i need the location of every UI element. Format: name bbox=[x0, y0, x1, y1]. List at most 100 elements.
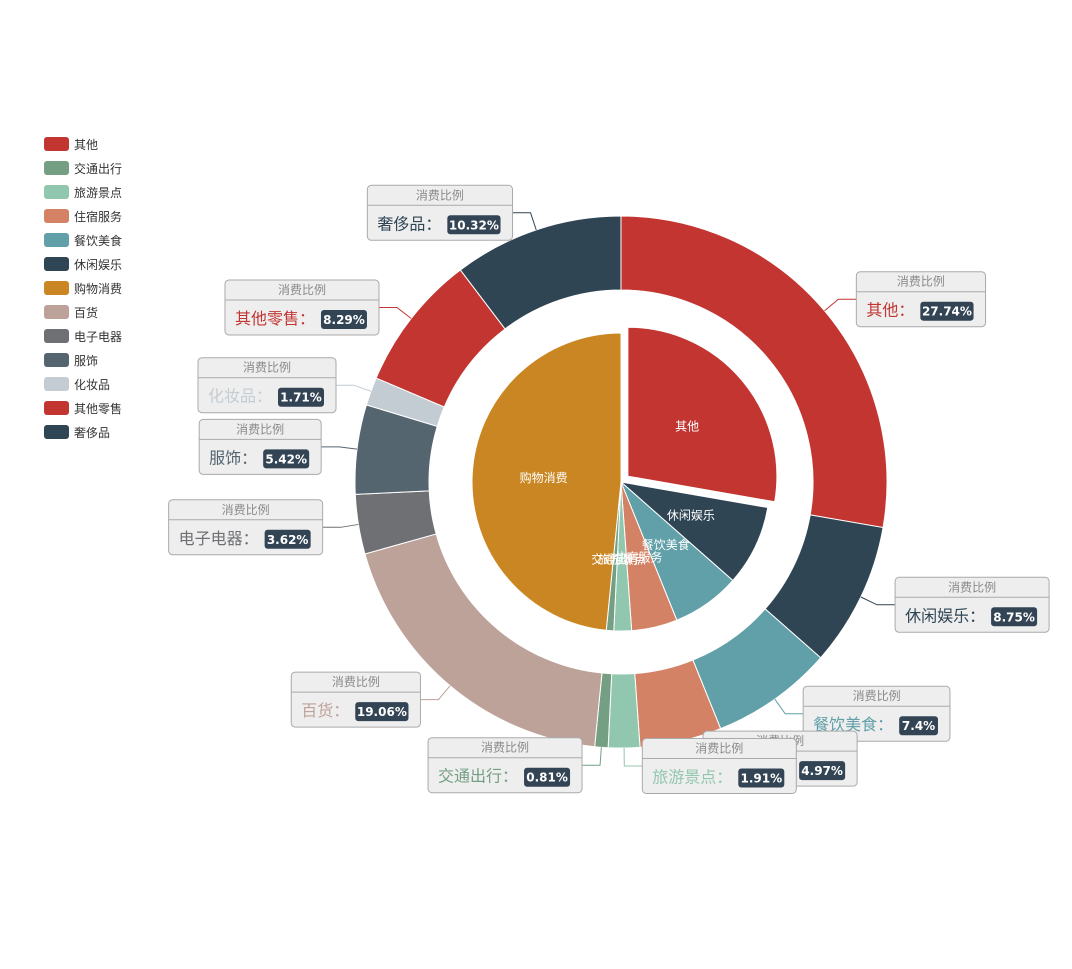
label-leader-line bbox=[336, 384, 372, 392]
label-leader-line bbox=[420, 685, 451, 701]
legend-swatch bbox=[44, 329, 69, 343]
outer-ring bbox=[354, 215, 888, 749]
legend-swatch bbox=[44, 137, 69, 151]
outer-slice[interactable] bbox=[459, 215, 622, 330]
legend-item[interactable]: 休闲娱乐 bbox=[44, 252, 122, 276]
inner-slice-label: 其他 bbox=[675, 419, 699, 433]
value-badge bbox=[264, 529, 311, 549]
legend-swatch bbox=[44, 257, 69, 271]
value-badge bbox=[920, 301, 974, 321]
value-badge bbox=[278, 387, 325, 407]
legend-label: 服饰 bbox=[74, 353, 99, 368]
label-leader-line bbox=[824, 298, 857, 312]
slice-value-label: 3.62% bbox=[267, 533, 309, 547]
legend-item[interactable]: 电子电器 bbox=[44, 324, 122, 348]
label-leader-line bbox=[582, 747, 602, 766]
legend-item[interactable]: 百货 bbox=[44, 300, 122, 324]
legend-item[interactable]: 化妆品 bbox=[44, 372, 122, 396]
legend-label: 其他零售 bbox=[74, 401, 123, 416]
slice-value-label: 4.97% bbox=[801, 764, 843, 778]
legend-swatch bbox=[44, 425, 69, 439]
label-box-title: 消费比例 bbox=[236, 422, 284, 436]
legend-label: 百货 bbox=[74, 305, 99, 320]
legend-swatch bbox=[44, 281, 69, 295]
legend-item[interactable]: 住宿服务 bbox=[44, 204, 122, 228]
slice-name-label: 休闲娱乐： bbox=[905, 606, 985, 625]
value-badge bbox=[320, 309, 367, 329]
slice-value-label: 8.75% bbox=[993, 610, 1035, 624]
value-badge bbox=[524, 767, 571, 787]
label-box-title: 消费比例 bbox=[416, 188, 464, 202]
legend-swatch bbox=[44, 377, 69, 391]
legend-item[interactable]: 餐饮美食 bbox=[44, 228, 122, 252]
value-badge bbox=[738, 768, 785, 788]
legend-swatch bbox=[44, 185, 69, 199]
slice-value-label: 27.74% bbox=[922, 305, 972, 319]
label-leader-line bbox=[512, 212, 537, 231]
slice-value-label: 7.4% bbox=[902, 719, 935, 733]
legend-label: 住宿服务 bbox=[74, 209, 123, 224]
label-box-title: 消费比例 bbox=[853, 689, 901, 703]
slice-name-label: 百货： bbox=[301, 701, 349, 720]
legend-item[interactable]: 交通出行 bbox=[44, 156, 122, 180]
legend-item[interactable]: 其他零售 bbox=[44, 396, 122, 420]
slice-name-label: 电子电器： bbox=[179, 529, 259, 548]
legend-label: 化妆品 bbox=[74, 377, 111, 392]
value-badge bbox=[899, 716, 938, 736]
legend-item[interactable]: 服饰 bbox=[44, 348, 122, 372]
legend-label: 购物消费 bbox=[74, 281, 123, 296]
legend-label: 交通出行 bbox=[74, 161, 123, 176]
label-box-title: 消费比例 bbox=[948, 580, 996, 594]
inner-slice-label: 餐饮美食 bbox=[642, 537, 690, 552]
value-badge bbox=[799, 761, 846, 781]
inner-slice-label: 休闲娱乐 bbox=[667, 508, 715, 522]
label-box-title: 消费比例 bbox=[278, 283, 326, 297]
label-leader-line bbox=[860, 596, 896, 606]
slice-name-label: 奢侈品： bbox=[377, 214, 441, 233]
legend-item[interactable]: 奢侈品 bbox=[44, 420, 122, 444]
outer-slice[interactable] bbox=[607, 672, 641, 749]
inner-slice-label: 交通出行 bbox=[591, 551, 639, 566]
inner-slice[interactable] bbox=[619, 481, 769, 582]
slice-name-label: 服饰： bbox=[209, 448, 257, 467]
slice-value-label: 0.81% bbox=[526, 771, 568, 785]
slice-value-label: 19.06% bbox=[357, 705, 407, 719]
inner-slice-label: 购物消费 bbox=[520, 470, 568, 485]
value-badge bbox=[991, 607, 1038, 627]
legend-swatch bbox=[44, 305, 69, 319]
inner-slice[interactable] bbox=[627, 326, 778, 503]
slice-value-label: 10.32% bbox=[449, 218, 499, 232]
label-box-title: 消费比例 bbox=[222, 503, 270, 517]
slice-name-label: 餐饮美食： bbox=[813, 715, 893, 734]
legend-label: 奢侈品 bbox=[74, 425, 111, 440]
legend: 其他交通出行旅游景点住宿服务餐饮美食休闲娱乐购物消费百货电子电器服饰化妆品其他零… bbox=[44, 132, 122, 444]
legend-swatch bbox=[44, 161, 69, 175]
slice-name-label: 旅游景点： bbox=[652, 767, 732, 786]
slice-name-label: 其他： bbox=[866, 301, 914, 320]
slice-name-label: 其他零售： bbox=[235, 309, 315, 328]
legend-swatch bbox=[44, 353, 69, 367]
legend-item[interactable]: 购物消费 bbox=[44, 276, 122, 300]
label-box-title: 消费比例 bbox=[695, 741, 743, 755]
slice-value-label: 1.71% bbox=[280, 391, 322, 405]
label-leader-line bbox=[378, 306, 412, 319]
legend-label: 其他 bbox=[74, 137, 99, 152]
outer-slice[interactable] bbox=[620, 215, 888, 529]
legend-swatch bbox=[44, 209, 69, 223]
inner-slice-label: 住宿服务 bbox=[614, 549, 662, 564]
legend-label: 休闲娱乐 bbox=[74, 257, 123, 272]
legend-item[interactable]: 旅游景点 bbox=[44, 180, 122, 204]
legend-label: 餐饮美食 bbox=[74, 233, 123, 248]
legend-item[interactable]: 其他 bbox=[44, 132, 122, 156]
slice-value-label: 1.91% bbox=[740, 771, 782, 785]
slice-name-label: 交通出行： bbox=[438, 767, 518, 786]
label-leader-line bbox=[322, 523, 359, 528]
label-box-title: 消费比例 bbox=[897, 275, 945, 289]
inner-slice[interactable] bbox=[471, 332, 622, 631]
legend-swatch bbox=[44, 233, 69, 247]
legend-label: 电子电器 bbox=[74, 329, 123, 344]
inner-slice-label: 旅游景点 bbox=[598, 552, 646, 566]
